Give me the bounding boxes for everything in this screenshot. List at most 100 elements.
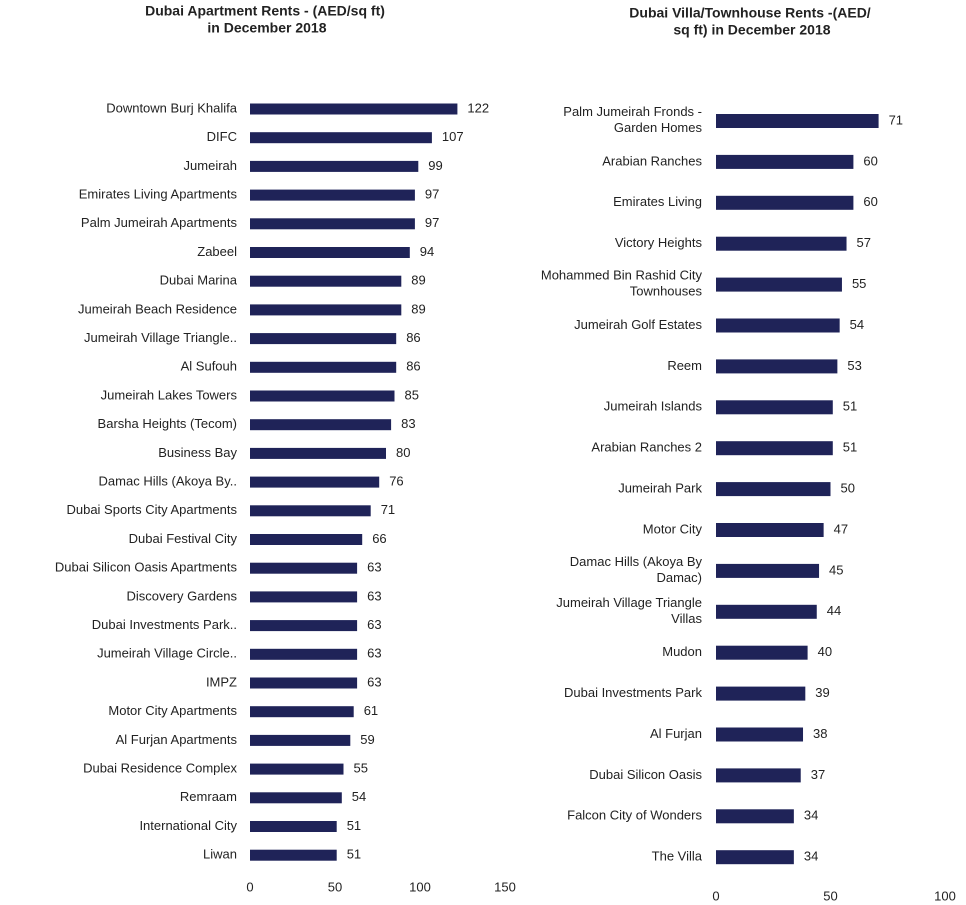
category-label: Dubai Investments Park..	[92, 617, 237, 632]
x-tick-label: 0	[246, 879, 253, 894]
category-label: Dubai Residence Complex	[83, 761, 237, 776]
category-label: Discovery Gardens	[126, 588, 237, 603]
category-label: Falcon City of Wonders	[567, 808, 702, 823]
value-label: 122	[467, 100, 489, 115]
value-label: 55	[852, 276, 866, 291]
value-label: 38	[813, 726, 827, 741]
bar	[716, 441, 833, 456]
bar	[716, 563, 820, 578]
x-tick-label: 50	[823, 888, 837, 903]
category-label: Jumeirah Golf Estates	[574, 317, 702, 332]
x-tick-label: 150	[494, 879, 516, 894]
category-label: Zabeel	[197, 244, 237, 259]
bar	[716, 154, 854, 169]
bar	[250, 591, 358, 603]
bar	[716, 686, 806, 701]
value-label: 37	[811, 767, 825, 782]
category-label: The Villa	[652, 849, 703, 864]
bar	[716, 236, 847, 251]
category-label: Remraam	[180, 789, 237, 804]
value-label: 51	[347, 847, 361, 862]
category-label: Victory Heights	[615, 235, 703, 250]
value-label: 57	[857, 235, 871, 250]
value-label: 99	[428, 158, 442, 173]
value-label: 63	[367, 560, 381, 575]
bar	[716, 604, 817, 619]
category-label: Business Bay	[158, 445, 237, 460]
category-label: Al Sufouh	[181, 359, 237, 374]
value-label: 60	[863, 194, 877, 209]
bar	[716, 768, 801, 783]
value-label: 76	[389, 474, 403, 489]
value-label: 53	[847, 358, 861, 373]
category-label: Downtown Burj Khalifa	[106, 100, 238, 115]
category-label: Palm Jumeirah Apartments	[81, 215, 238, 230]
bar	[250, 247, 410, 258]
bar	[250, 476, 380, 488]
chart-title: Dubai Apartment Rents - (AED/sq ft) in D…	[145, 2, 385, 35]
value-label: 83	[401, 416, 415, 431]
bar	[250, 620, 358, 632]
value-label: 63	[367, 588, 381, 603]
bar	[716, 482, 831, 497]
value-label: 86	[406, 330, 420, 345]
category-label: Dubai Silicon Oasis Apartments	[55, 560, 238, 575]
value-label: 59	[360, 732, 374, 747]
value-label: 51	[347, 818, 361, 833]
value-label: 85	[405, 387, 419, 402]
category-label: Dubai Marina	[160, 273, 238, 288]
category-label: Jumeirah Park	[618, 481, 702, 496]
value-label: 97	[425, 215, 439, 230]
bar	[250, 534, 363, 545]
value-label: 34	[804, 849, 818, 864]
category-label: Jumeirah Village Triangle Villas	[556, 595, 702, 626]
value-label: 94	[420, 244, 434, 259]
category-label: Al Furjan	[650, 726, 702, 741]
bar	[716, 359, 838, 374]
value-label: 55	[354, 761, 368, 776]
category-label: Emirates Living Apartments	[79, 187, 238, 202]
bar	[250, 390, 395, 402]
bar	[250, 734, 351, 746]
value-label: 51	[843, 399, 857, 414]
bar	[250, 419, 392, 431]
bar	[250, 160, 419, 172]
category-label: Jumeirah Beach Residence	[78, 301, 237, 316]
category-label: Arabian Ranches 2	[591, 440, 702, 455]
value-label: 107	[442, 129, 464, 144]
bar	[250, 103, 458, 115]
category-label: Dubai Festival City	[129, 531, 238, 546]
value-label: 66	[372, 531, 386, 546]
bar	[250, 275, 402, 287]
bar	[250, 447, 386, 459]
bar	[716, 809, 794, 824]
bar	[716, 114, 879, 128]
category-label: Jumeirah	[184, 158, 237, 173]
category-label: Barsha Heights (Tecom)	[98, 416, 237, 431]
value-label: 34	[804, 808, 818, 823]
value-label: 89	[411, 301, 425, 316]
category-label: Mohammed Bin Rashid City Townhouses	[541, 268, 703, 299]
bar	[250, 304, 402, 316]
value-label: 80	[396, 445, 410, 460]
bar	[716, 523, 824, 537]
value-label: 63	[367, 617, 381, 632]
value-label: 39	[815, 685, 829, 700]
bar	[250, 189, 415, 201]
value-label: 54	[850, 317, 864, 332]
value-label: 45	[829, 562, 843, 577]
category-label: Dubai Silicon Oasis	[589, 767, 702, 782]
category-label: IMPZ	[206, 674, 237, 689]
bar	[250, 132, 432, 144]
category-label: Jumeirah Lakes Towers	[101, 387, 238, 402]
bar	[716, 645, 808, 660]
x-tick-label: 100	[409, 879, 431, 894]
value-label: 60	[863, 153, 877, 168]
category-label: International City	[139, 818, 237, 833]
value-label: 97	[425, 187, 439, 202]
bar	[250, 677, 358, 689]
value-label: 44	[827, 603, 841, 618]
value-label: 40	[818, 644, 832, 659]
category-label: Al Furjan Apartments	[116, 732, 238, 747]
